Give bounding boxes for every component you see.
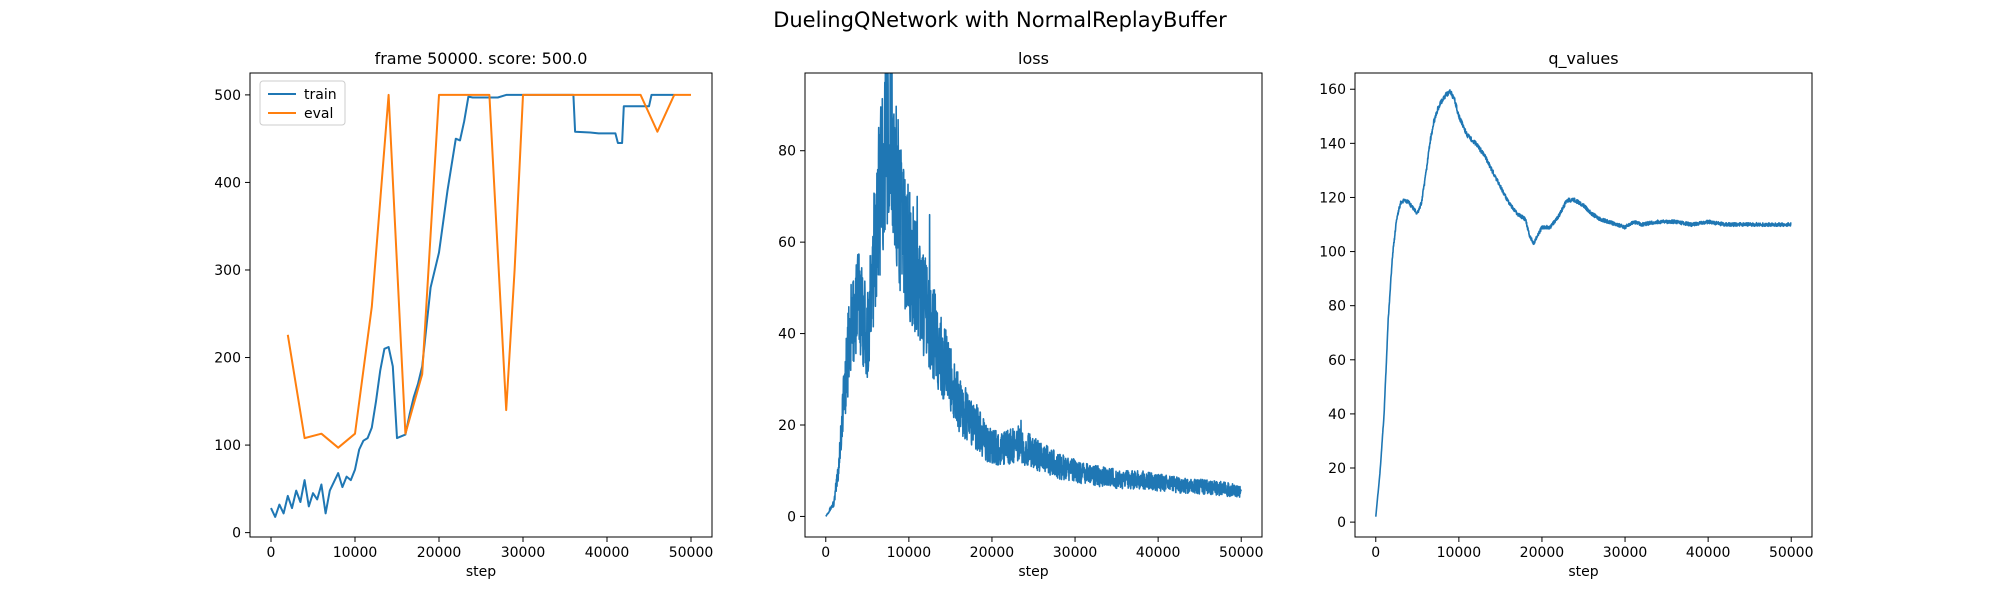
- x-tick-label: 0: [1371, 545, 1380, 561]
- y-tick-label: 0: [232, 526, 241, 542]
- series-group: [1375, 89, 1792, 517]
- x-tick-label: 10000: [887, 545, 932, 561]
- y-tick-label: 200: [214, 351, 241, 367]
- y-tick-label: 300: [214, 263, 241, 279]
- x-axis-label: step: [1568, 564, 1598, 580]
- subplot-title: loss: [1018, 49, 1049, 68]
- y-tick-label: 100: [214, 438, 241, 454]
- x-tick-label: 20000: [1520, 545, 1565, 561]
- x-tick-label: 30000: [1603, 545, 1648, 561]
- y-tick-label: 40: [778, 327, 796, 343]
- x-tick-label: 50000: [1219, 545, 1264, 561]
- y-tick-label: 120: [1319, 190, 1346, 206]
- subplot-2: loss 0 10000 20000 30000 40000 50000 0 20 40 60 80 s…: [778, 49, 1263, 580]
- subplot-3: q_values 0 10000 20000 30000 40000 50000 0 20 40 6…: [1319, 49, 1813, 580]
- x-tick-label: 40000: [1136, 545, 1181, 561]
- y-tick-label: 20: [778, 418, 796, 434]
- x-axis-label: step: [466, 564, 496, 580]
- y-tick-label: 400: [214, 175, 241, 191]
- y-tick-label: 140: [1319, 136, 1346, 152]
- series-line-series-1: [825, 73, 1242, 517]
- plot-frame: [1354, 72, 1813, 538]
- series-line-train: [270, 93, 675, 518]
- x-tick-label: 50000: [1769, 545, 1814, 561]
- x-tick-label: 0: [821, 545, 830, 561]
- figure-title: DuelingQNetwork with NormalReplayBuffer: [773, 8, 1227, 32]
- legend-label-eval: eval: [304, 106, 333, 122]
- x-tick-label: 0: [267, 545, 276, 561]
- legend-label-train: train: [304, 87, 337, 103]
- legend: train eval: [259, 80, 346, 126]
- series-line-series-1: [1375, 89, 1792, 517]
- x-tick-label: 40000: [585, 545, 630, 561]
- y-tick-label: 60: [1328, 353, 1346, 369]
- y-tick-label: 0: [787, 509, 796, 525]
- series-group: [825, 73, 1242, 517]
- subplot-1: frame 50000. score: 500.00 10000 20000 3000…: [214, 49, 713, 580]
- x-tick-label: 20000: [417, 545, 462, 561]
- x-tick-label: 30000: [1053, 545, 1098, 561]
- x-tick-label: 20000: [970, 545, 1015, 561]
- y-tick-label: 20: [1328, 461, 1346, 477]
- x-tick-label: 10000: [1437, 545, 1482, 561]
- plot-frame: [249, 72, 713, 538]
- subplot-title: frame 50000. score: 500.0: [375, 49, 588, 68]
- y-tick-label: 100: [1319, 245, 1346, 261]
- plot-frame: [804, 72, 1263, 538]
- y-tick-label: 40: [1328, 407, 1346, 423]
- x-tick-label: 10000: [333, 545, 378, 561]
- subplot-title: q_values: [1548, 49, 1618, 69]
- x-axis-label: step: [1018, 564, 1048, 580]
- y-tick-label: 160: [1319, 82, 1346, 98]
- y-tick-label: 0: [1337, 515, 1346, 531]
- y-tick-label: 80: [1328, 299, 1346, 315]
- y-tick-label: 60: [778, 235, 796, 251]
- y-tick-label: 500: [214, 88, 241, 104]
- x-tick-label: 40000: [1686, 545, 1731, 561]
- x-tick-label: 30000: [501, 545, 546, 561]
- series-group: [270, 93, 691, 518]
- y-tick-label: 80: [778, 144, 796, 160]
- series-line-eval: [286, 93, 691, 449]
- x-tick-label: 50000: [669, 545, 714, 561]
